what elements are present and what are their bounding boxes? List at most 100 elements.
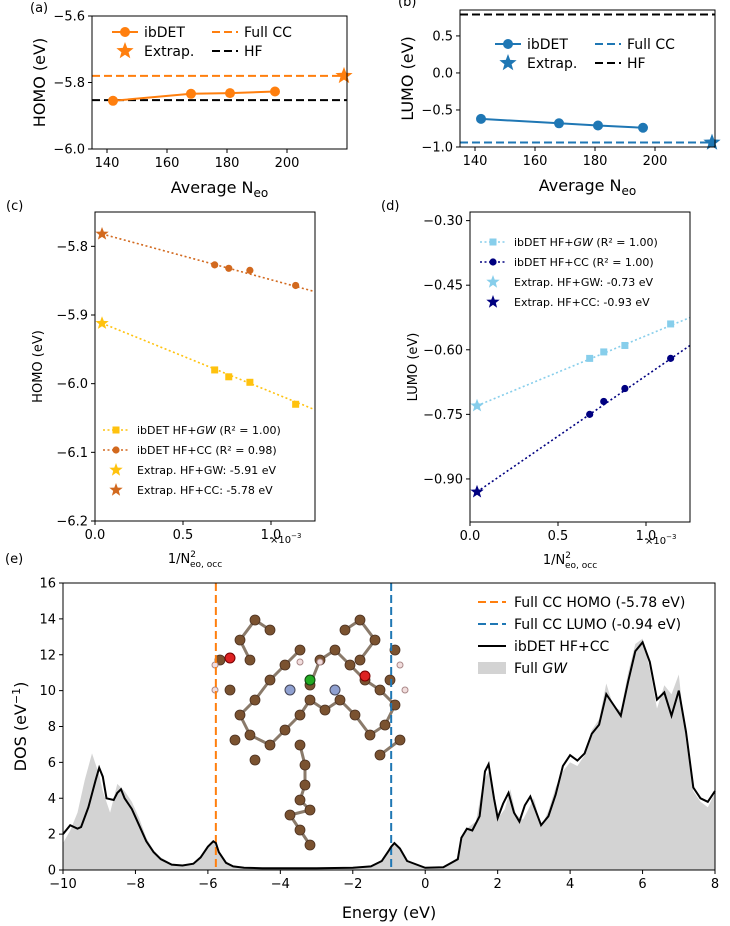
x-tick-label: −6 <box>198 877 217 892</box>
data-point <box>476 113 486 124</box>
panel-label: (b) <box>398 0 416 10</box>
molecule-atom <box>224 684 236 696</box>
y-tick-label: −0.45 <box>423 279 463 294</box>
y-tick-label: 6 <box>48 756 56 771</box>
x-tick-label: 0 <box>421 877 429 892</box>
molecule-atom <box>284 809 296 821</box>
x-axis-label-sub: eo, occ <box>190 560 222 570</box>
plot-frame <box>469 211 691 523</box>
data-point <box>225 264 233 272</box>
molecule-atom <box>249 754 261 766</box>
molecule-atom <box>374 749 386 761</box>
legend-label: ibDET HF+CC (R² = 0.98) <box>137 444 277 457</box>
molecule-atom <box>279 724 291 736</box>
legend-label: Extrap. HF+CC: -0.93 eV <box>514 296 650 309</box>
legend-label: Extrap. HF+GW: -0.73 eV <box>514 276 654 289</box>
molecule-atom-n <box>284 684 296 696</box>
x-tick-label: 200 <box>643 154 668 169</box>
y-tick-label: 10 <box>39 684 56 699</box>
data-point <box>600 348 608 356</box>
legend-marker-ibdet <box>120 27 130 37</box>
legend-label-part: GW <box>197 424 218 437</box>
data-point <box>638 122 648 133</box>
molecule-atom <box>234 709 246 721</box>
y-axis-label-sup: −1 <box>10 688 23 704</box>
y-tick-label: −1.0 <box>421 141 453 156</box>
data-point <box>554 118 564 129</box>
extrap-star <box>335 66 353 84</box>
x-axis-label-sup: 2 <box>565 551 571 561</box>
y-tick-label: −0.5 <box>421 103 453 118</box>
molecule-atom <box>334 694 346 706</box>
y-axis-label: DOS (eV−1) <box>10 682 30 772</box>
x-tick-label: 1.0 <box>636 529 657 544</box>
data-point <box>225 88 235 99</box>
molecule-atom <box>349 709 361 721</box>
legend-marker-ibdet <box>503 39 513 49</box>
data-point <box>270 86 280 97</box>
molecule-atom <box>374 684 386 696</box>
molecule-atom <box>299 759 311 771</box>
y-tick-label: −6.1 <box>56 446 88 461</box>
x-multiplier-exp: −3 <box>666 533 676 541</box>
x-multiplier: ×10−3 <box>270 532 301 546</box>
legend-marker-extrap <box>116 42 134 59</box>
data-point <box>586 354 594 362</box>
x-axis-label: Energy (eV) <box>342 903 436 922</box>
legend-marker-star <box>109 483 123 496</box>
data-point <box>600 397 608 406</box>
legend-marker-extrap <box>499 54 517 71</box>
y-tick-label: −0.90 <box>423 472 463 487</box>
molecule-image <box>211 614 409 851</box>
legend-label-part: ibDET HF+ <box>137 424 197 437</box>
legend-label: ibDET HF+GW (R² = 1.00) <box>514 236 658 249</box>
x-tick-label: 160 <box>523 154 548 169</box>
x-tick-label: 1.0 <box>261 528 282 543</box>
x-multiplier-exp: −3 <box>291 532 301 540</box>
data-point <box>292 400 300 408</box>
legend-label: Full CC <box>244 25 292 41</box>
molecule-atom <box>354 614 366 626</box>
y-tick-label: 8 <box>48 720 56 735</box>
x-axis-label: 1/N2 eo, occ <box>168 550 222 570</box>
extrap-star <box>470 484 484 498</box>
molecule-atom <box>229 734 241 746</box>
data-point <box>621 384 629 393</box>
y-tick-label: −0.75 <box>423 408 463 423</box>
molecule-atom <box>369 634 381 646</box>
legend-marker-square <box>489 238 497 246</box>
x-axis-label: Average Neo <box>539 176 637 198</box>
y-axis-label-close: ) <box>11 682 30 688</box>
x-tick-label: 160 <box>155 156 180 171</box>
plot-frame <box>459 9 716 148</box>
y-tick-label: 0.5 <box>432 29 453 44</box>
molecule-atom <box>364 729 376 741</box>
x-axis-label-main: 1/N <box>168 552 190 567</box>
y-tick-label: −5.8 <box>56 240 88 255</box>
data-point <box>211 366 219 374</box>
x-tick-label: −8 <box>126 877 145 892</box>
data-point <box>211 261 219 269</box>
series-line-ibdet <box>112 90 276 102</box>
legend-label-part: (R² = 1.00) <box>593 236 658 249</box>
molecule-atom <box>294 824 306 836</box>
legend-label: Extrap. HF+CC: -5.78 eV <box>137 484 273 497</box>
y-axis-label-main: DOS (eV <box>11 704 30 771</box>
x-axis-label-main: Average N <box>171 178 254 197</box>
molecule-atom-b <box>304 674 316 686</box>
legend-swatch-gw <box>478 662 506 674</box>
y-tick-label: 14 <box>39 612 56 627</box>
x-tick-label: 200 <box>275 156 300 171</box>
molecule-atom <box>304 694 316 706</box>
legend-marker-star <box>486 275 500 288</box>
molecule-atom <box>234 634 246 646</box>
legend-label: ibDET <box>527 37 568 53</box>
y-axis-label: LUMO (eV) <box>398 36 417 121</box>
y-tick-label: 16 <box>39 577 56 592</box>
legend-label: Full CC <box>627 37 675 53</box>
legend-label: Full CC HOMO (-5.78 eV) <box>514 595 685 611</box>
x-tick-label: 0.0 <box>85 528 106 543</box>
molecule-atom <box>294 739 306 751</box>
legend-marker-star <box>109 463 123 476</box>
molecule-atom <box>379 719 391 731</box>
